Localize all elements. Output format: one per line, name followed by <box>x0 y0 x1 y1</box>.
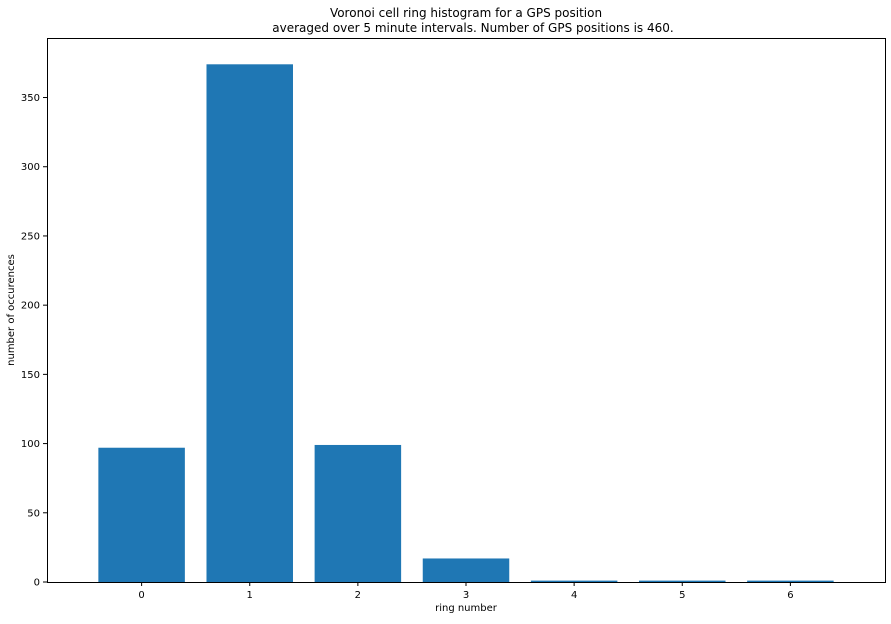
x-tick-label-5: 5 <box>679 590 685 601</box>
y-tick-label-350: 350 <box>21 93 40 104</box>
bar-2 <box>314 444 402 582</box>
x-tick-label-0: 0 <box>138 590 144 601</box>
y-axis-ticks: 0 50 100 150 200 250 300 350 <box>21 93 47 589</box>
y-tick-label-50: 50 <box>27 508 40 519</box>
x-tick-label-4: 4 <box>571 590 577 601</box>
y-tick-label-250: 250 <box>21 231 40 242</box>
x-tick-label-2: 2 <box>355 590 361 601</box>
bar-5 <box>639 580 726 582</box>
x-tick-label-6: 6 <box>787 590 793 601</box>
y-tick-label-300: 300 <box>21 162 40 173</box>
x-axis-ticks: 0 1 2 3 4 5 6 <box>138 582 794 601</box>
bar-6 <box>747 580 834 582</box>
chart-title-line-1: Voronoi cell ring histogram for a GPS po… <box>330 6 602 20</box>
y-axis-label: number of occurences <box>6 254 17 366</box>
y-tick-label-200: 200 <box>21 301 40 312</box>
x-axis-label: ring number <box>435 603 498 614</box>
bar-3 <box>422 558 510 582</box>
x-tick-label-1: 1 <box>247 590 253 601</box>
plot-frame <box>47 38 886 583</box>
bars-group <box>98 64 834 583</box>
y-tick-label-0: 0 <box>34 578 40 589</box>
bar-0 <box>98 447 185 582</box>
bar-4 <box>530 580 618 582</box>
y-tick-label-150: 150 <box>21 370 40 381</box>
bar-1 <box>206 64 293 583</box>
y-tick-label-100: 100 <box>21 439 40 450</box>
chart-title-line-2: averaged over 5 minute intervals. Number… <box>272 21 673 35</box>
x-tick-label-3: 3 <box>463 590 469 601</box>
